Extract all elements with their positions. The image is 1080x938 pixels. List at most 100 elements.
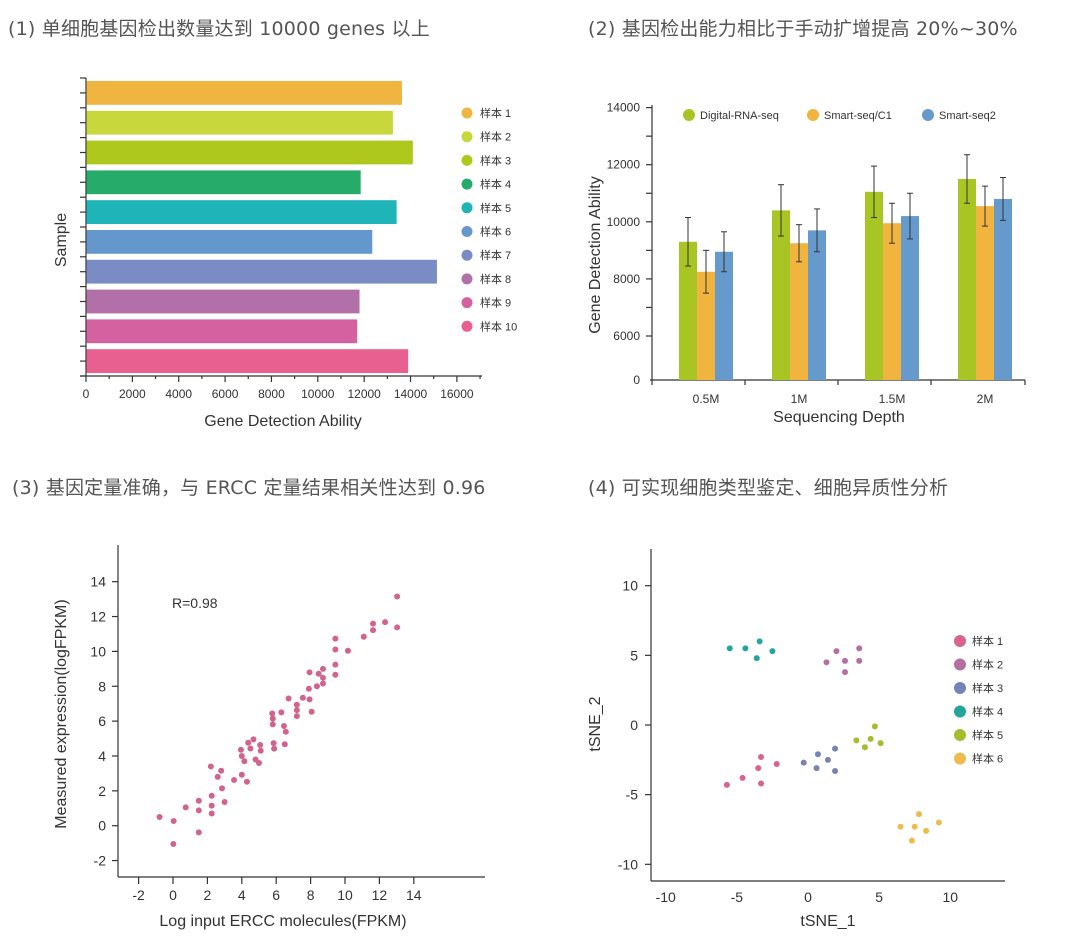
x-tick-label: 2M (977, 392, 994, 406)
y-tick-label: 8000 (613, 272, 640, 286)
data-point (257, 741, 264, 748)
data-point-样本5 (867, 735, 874, 742)
x-tick-label: 0 (83, 387, 90, 401)
data-point-样本5 (871, 723, 878, 730)
x-tick-label: 14 (406, 887, 422, 903)
bar-Smart-seq/C1-1.5M (883, 223, 901, 380)
data-point (305, 685, 312, 692)
bar-样本2 (86, 110, 393, 135)
data-point (299, 694, 306, 701)
data-point-样本1 (758, 754, 765, 761)
data-point (243, 778, 250, 785)
data-point (238, 752, 245, 759)
data-point (293, 713, 300, 720)
data-point-样本2 (823, 659, 830, 666)
data-point-样本5 (861, 744, 868, 751)
data-point (170, 817, 177, 824)
data-point (221, 798, 228, 805)
data-point (281, 741, 288, 748)
data-point (370, 620, 377, 627)
data-point-样本1 (723, 781, 730, 788)
data-point (269, 710, 276, 717)
bar-Smart-seq2-1M (808, 230, 826, 380)
chart-sample-bars: 0 2000 4000 6000 8000 10000 12000 14000 16000 样本 … (53, 77, 517, 430)
legend-label: 样本 3 (972, 681, 1003, 695)
bar-Smart-seq/C1-1M (790, 243, 808, 380)
legend-label: Smart-seq/C1 (824, 110, 892, 122)
data-point (319, 665, 326, 672)
bar-Smart-seq2-0.5M (715, 251, 733, 380)
legend-label: 样本 2 (480, 130, 511, 144)
y-tick-label: 12 (90, 609, 106, 625)
x-tick-label: -10 (656, 889, 676, 905)
data-point (245, 739, 252, 746)
chart-ercc-scatter: -2 0 2 4 6 8 10 12 14 -2 0 2 4 6 8 10 12 14 R=0.98 Log inpu… (53, 545, 485, 930)
x-tick-label: 10 (943, 889, 959, 905)
legend-label: 样本 8 (480, 272, 511, 286)
data-point (195, 829, 202, 836)
data-point (250, 736, 257, 743)
data-point-样本2 (833, 648, 840, 655)
legend-marker (461, 131, 473, 143)
legend-label: 样本 6 (972, 752, 1003, 766)
data-point-样本3 (813, 765, 820, 772)
data-point (308, 708, 315, 715)
x-tick-label: 6000 (212, 387, 239, 401)
data-point-样本5 (853, 737, 860, 744)
y-tick-label: -10 (618, 856, 638, 872)
data-point (269, 715, 276, 722)
x-tick-label: 12000 (347, 387, 381, 401)
x-tick-label: 6 (272, 887, 280, 903)
data-point (382, 619, 389, 626)
data-point (170, 841, 177, 848)
bar-样本3 (86, 140, 413, 165)
heading-cell-type: (4) 可实现细胞类型鉴定、细胞异质性分析 (588, 477, 949, 499)
x-tick-label: 5 (875, 889, 883, 905)
data-point-样本6 (911, 823, 918, 830)
bar-Digital-RNA-seq-1.5M (865, 191, 883, 380)
data-point-样本6 (915, 811, 922, 818)
data-point (195, 797, 202, 804)
y-tick-label: 10 (622, 578, 638, 594)
legend-label: 样本 4 (480, 177, 511, 191)
legend-marker (683, 109, 695, 121)
y-tick-label: 14000 (607, 101, 641, 115)
data-point (208, 802, 215, 809)
data-point (293, 707, 300, 714)
y-tick-label: 6000 (613, 329, 640, 343)
bar-Smart-seq/C1-2M (976, 206, 994, 380)
data-point-样本5 (877, 740, 884, 747)
legend-label: 样本 7 (480, 248, 511, 262)
data-point-样本1 (755, 765, 762, 772)
legend-label: Digital-RNA-seq (700, 110, 779, 122)
y-tick-label: -2 (94, 853, 107, 869)
data-point-样本3 (814, 751, 821, 758)
y-tick-label: 5 (630, 647, 638, 663)
legend-label: 样本 1 (972, 634, 1003, 648)
legend-label: 样本 5 (972, 728, 1003, 742)
bar-样本9 (86, 319, 358, 344)
y-tick-label: 8 (98, 678, 106, 694)
legend-label: Smart-seq2 (939, 110, 996, 122)
data-point (285, 695, 292, 702)
data-point (313, 683, 320, 690)
y-tick-label: 2 (98, 783, 106, 799)
legend-marker (461, 273, 473, 285)
data-point (280, 723, 287, 730)
x-tick-label: 0.5M (693, 392, 720, 406)
data-point (271, 745, 278, 752)
data-point (332, 646, 339, 653)
x-tick-label: 2000 (119, 387, 146, 401)
data-point-样本3 (832, 745, 839, 752)
bar-样本6 (86, 230, 373, 254)
data-point (237, 746, 244, 753)
bar-样本7 (86, 259, 437, 284)
bar-Smart-seq/C1-0.5M (697, 271, 715, 380)
data-point (282, 728, 289, 735)
data-point-样本4 (756, 638, 763, 645)
bar-样本5 (86, 200, 397, 224)
data-point (256, 759, 262, 766)
data-point (360, 633, 367, 640)
x-axis-label: tSNE_1 (800, 913, 855, 930)
